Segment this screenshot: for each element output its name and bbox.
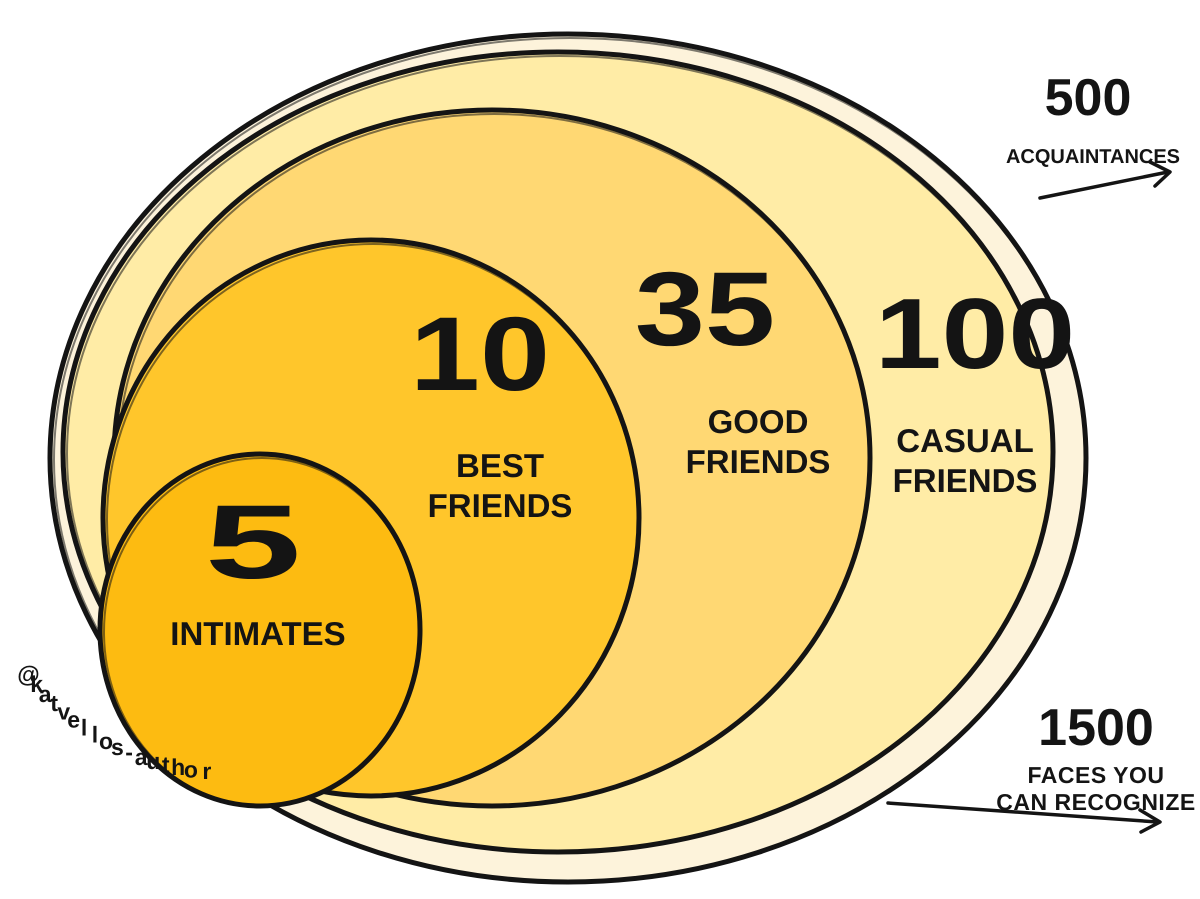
svg-text:35: 35 <box>635 251 775 368</box>
svg-text:CASUAL: CASUAL <box>896 422 1034 459</box>
svg-text:GOOD: GOOD <box>708 403 809 440</box>
svg-text:BEST: BEST <box>456 447 544 484</box>
svg-text:100: 100 <box>875 278 1075 390</box>
svg-text:FRIENDS: FRIENDS <box>428 487 573 524</box>
svg-text:INTIMATES: INTIMATES <box>170 615 345 652</box>
svg-text:FACES YOU: FACES YOU <box>1028 762 1165 788</box>
svg-text:1500: 1500 <box>1038 699 1154 757</box>
svg-text:10: 10 <box>410 296 550 413</box>
svg-text:FRIENDS: FRIENDS <box>686 443 831 480</box>
svg-text:500: 500 <box>1045 69 1132 127</box>
svg-text:FRIENDS: FRIENDS <box>893 462 1038 499</box>
svg-text:5: 5 <box>205 484 301 601</box>
